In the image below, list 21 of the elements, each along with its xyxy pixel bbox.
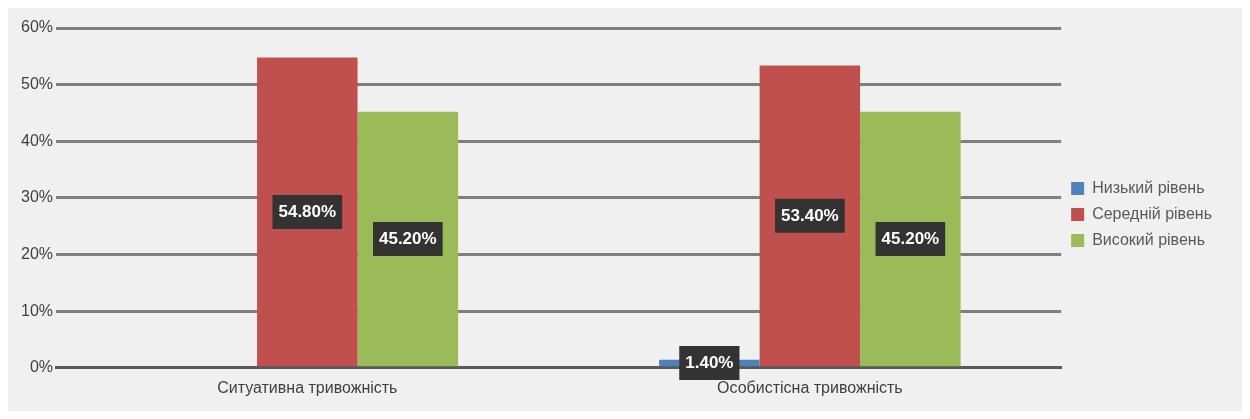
y-tick-label: 10% bbox=[20, 301, 54, 319]
y-tick-label: 40% bbox=[20, 131, 54, 149]
bar bbox=[860, 111, 961, 367]
data-label: 53.40% bbox=[781, 205, 839, 225]
x-tick-label: Ситуативна тривожність bbox=[217, 378, 398, 396]
y-tick-label: 30% bbox=[20, 188, 54, 206]
bar bbox=[357, 111, 459, 367]
legend-label: Середній рівень bbox=[1092, 204, 1213, 222]
bar bbox=[759, 65, 861, 367]
y-tick-label: 20% bbox=[20, 244, 54, 262]
data-label: 45.20% bbox=[881, 228, 940, 248]
y-tick-label: 60% bbox=[20, 18, 54, 36]
y-tick-label: 50% bbox=[20, 75, 54, 93]
data-label: 45.20% bbox=[378, 228, 437, 248]
y-tick-label: 0% bbox=[29, 358, 54, 376]
bar bbox=[257, 57, 358, 367]
data-label: 1.40% bbox=[685, 352, 734, 372]
x-tick-label: Особистісна тривожність bbox=[717, 378, 903, 396]
legend-label: Високий рівень bbox=[1092, 230, 1206, 248]
data-label: 54.80% bbox=[278, 201, 337, 221]
legend-label: Низький рівень bbox=[1092, 178, 1205, 196]
